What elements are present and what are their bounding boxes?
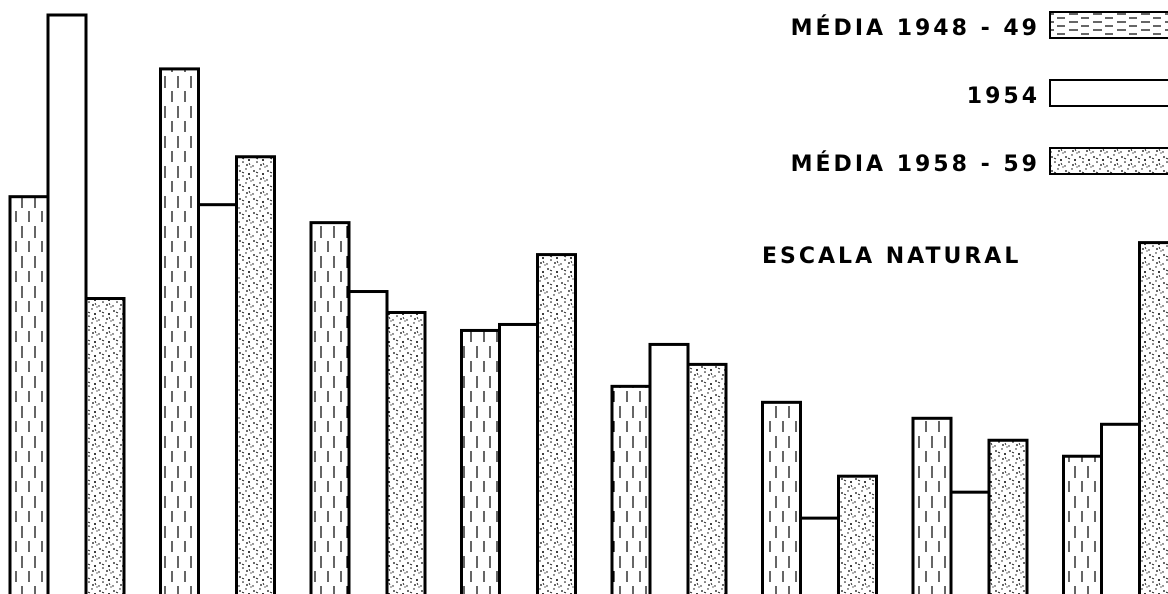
bar-group4-series1: [460, 328, 501, 594]
bar-group5-series1: [610, 384, 652, 594]
bar-group5-series3: [686, 362, 728, 594]
bar-group2-series2: [197, 203, 238, 594]
legend-swatch-1954: [1049, 79, 1168, 107]
legend-swatch-1958-59: [1049, 147, 1168, 175]
bar-group5-series2: [648, 342, 690, 594]
bar-group1-series3: [84, 297, 126, 594]
bar-group3-series3: [385, 310, 427, 594]
bar-group2-series1: [159, 67, 200, 594]
bars-group: [8, 13, 1168, 594]
bar-group7-series3: [987, 438, 1029, 594]
legend: MÉDIA 1948 - 49 1954 MÉDIA 1958 - 59 ESC…: [762, 11, 1168, 269]
bar-group8-series2: [1100, 422, 1141, 594]
legend-label-1948-49: MÉDIA 1948 - 49: [791, 15, 1040, 41]
bar-group3-series1: [309, 221, 351, 594]
bar-group1-series2: [46, 13, 88, 594]
legend-label-1958-59: MÉDIA 1958 - 59: [791, 151, 1040, 177]
bar-group8-series3: [1138, 241, 1168, 594]
bar-group7-series1: [911, 416, 953, 594]
legend-label-1954: 1954: [967, 84, 1040, 109]
bar-group6-series2: [799, 516, 840, 594]
bar-group7-series2: [949, 490, 991, 594]
bar-group4-series2: [498, 322, 539, 594]
bar-group8-series1: [1062, 454, 1103, 594]
bar-group6-series1: [761, 400, 802, 594]
bar-group6-series3: [837, 474, 878, 594]
bar-group1-series1: [8, 195, 50, 594]
bar-group3-series2: [347, 290, 389, 594]
legend-swatch-1948-49: [1049, 11, 1168, 39]
bar-group2-series3: [235, 155, 276, 594]
bar-group4-series3: [536, 253, 577, 594]
scale-note: ESCALA NATURAL: [762, 244, 1021, 269]
